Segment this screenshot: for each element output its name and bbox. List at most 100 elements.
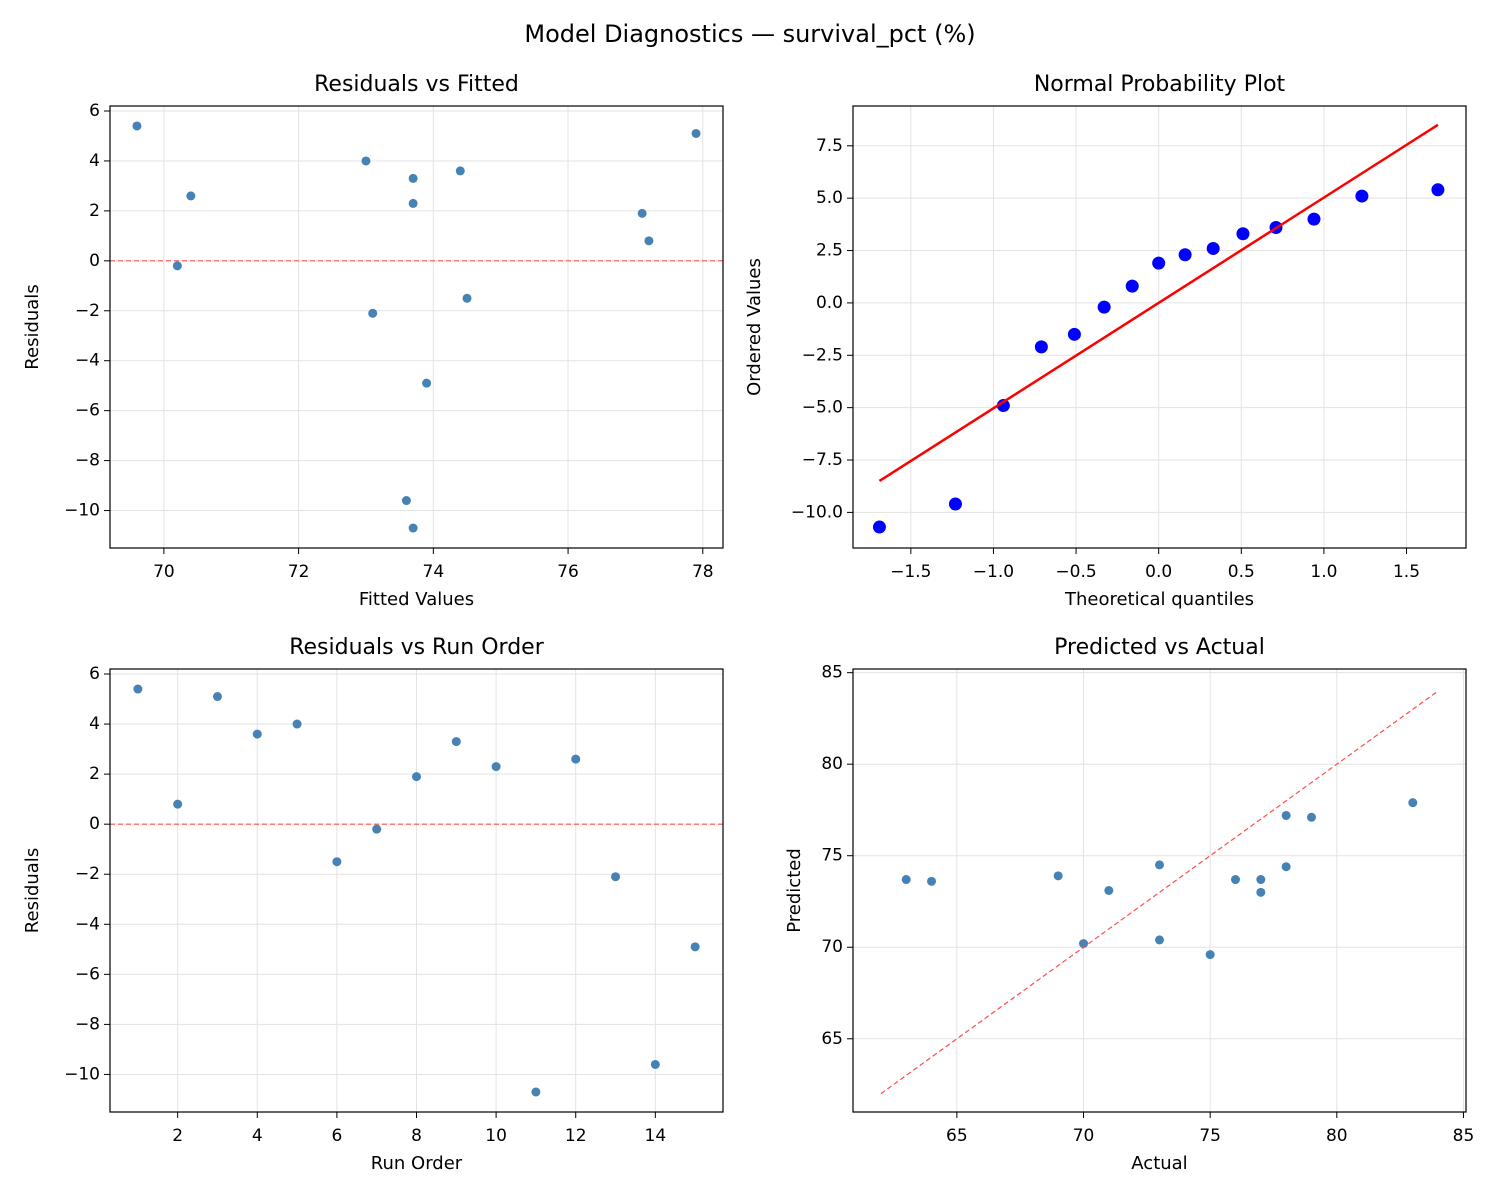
- x-tick-label: −1.0: [973, 562, 1014, 582]
- point: [1256, 875, 1266, 885]
- x-tick-label: 1.5: [1393, 562, 1420, 582]
- y-tick-label: 2: [89, 764, 100, 784]
- point: [571, 754, 581, 764]
- y-axis-label: Residuals: [22, 848, 43, 933]
- x-tick-label: 85: [1453, 1126, 1475, 1146]
- point: [1281, 810, 1291, 820]
- point: [1067, 327, 1081, 341]
- point: [1307, 212, 1321, 226]
- y-tick-label: −10: [64, 501, 100, 521]
- point: [422, 378, 432, 388]
- point: [292, 719, 302, 729]
- y-tick-label: −8: [75, 451, 100, 471]
- point: [451, 737, 461, 747]
- point: [372, 824, 382, 834]
- chart-title: Residuals vs Fitted: [314, 72, 519, 97]
- point: [412, 772, 421, 782]
- chart-title: Predicted vs Actual: [1054, 635, 1265, 660]
- point: [1034, 340, 1048, 354]
- x-tick-label: 0.5: [1228, 562, 1255, 582]
- point: [1355, 189, 1369, 203]
- point: [1155, 935, 1164, 945]
- point: [996, 399, 1010, 413]
- y-tick-label: 75: [821, 846, 843, 866]
- x-tick-label: 65: [946, 1126, 968, 1146]
- x-tick-label: −1.5: [890, 562, 931, 582]
- point: [1408, 798, 1418, 808]
- point: [455, 166, 465, 176]
- x-tick-label: 4: [252, 1126, 263, 1146]
- point: [690, 942, 700, 952]
- point: [1053, 871, 1063, 881]
- point: [927, 876, 937, 886]
- axes-frame: [852, 105, 1467, 549]
- point: [361, 156, 371, 166]
- point: [1152, 256, 1166, 270]
- x-tick-label: 80: [1326, 1126, 1348, 1146]
- x-tick-label: 72: [288, 562, 310, 582]
- point: [611, 872, 621, 882]
- y-tick-label: 2: [89, 201, 100, 221]
- x-tick-label: 76: [557, 562, 579, 582]
- point: [1256, 887, 1266, 897]
- x-axis-label: Fitted Values: [359, 589, 474, 610]
- x-tick-label: 75: [1199, 1126, 1221, 1146]
- reference-line: [880, 690, 1439, 1095]
- y-tick-label: 65: [821, 1029, 843, 1049]
- x-axis-label: Theoretical quantiles: [1064, 589, 1254, 610]
- point: [1230, 875, 1240, 885]
- y-tick-label: −2.5: [802, 345, 843, 365]
- point: [1236, 227, 1250, 241]
- point: [252, 729, 262, 739]
- y-tick-label: 7.5: [816, 136, 843, 156]
- y-tick-label: 4: [89, 151, 100, 171]
- point: [1431, 183, 1445, 197]
- point: [948, 497, 962, 511]
- point: [408, 173, 418, 183]
- point: [491, 762, 501, 772]
- y-tick-label: −6: [75, 964, 100, 984]
- point: [644, 236, 654, 246]
- point: [132, 121, 142, 131]
- y-axis-label: Ordered Values: [744, 258, 765, 396]
- x-tick-label: 70: [1073, 1126, 1095, 1146]
- axes-frame: [109, 668, 724, 1113]
- y-tick-label: −2: [75, 301, 100, 321]
- y-tick-label: −4: [75, 351, 100, 371]
- point: [401, 496, 411, 506]
- point: [637, 208, 647, 218]
- point: [173, 799, 183, 809]
- y-tick-label: 85: [821, 663, 843, 683]
- point: [1097, 300, 1111, 314]
- y-tick-label: −6: [75, 401, 100, 421]
- point: [408, 198, 418, 208]
- point: [1155, 860, 1164, 870]
- point: [332, 857, 342, 867]
- point: [531, 1087, 541, 1097]
- x-axis-label: Actual: [1131, 1153, 1187, 1174]
- y-tick-label: −7.5: [802, 450, 843, 470]
- point: [1205, 950, 1215, 960]
- x-tick-label: 12: [565, 1126, 587, 1146]
- point: [872, 520, 886, 534]
- point: [1206, 241, 1220, 255]
- x-tick-label: 1.0: [1310, 562, 1337, 582]
- point: [691, 128, 701, 138]
- point: [1281, 862, 1291, 872]
- y-tick-label: −10.0: [791, 502, 843, 522]
- y-tick-label: 70: [821, 937, 843, 957]
- x-tick-label: 78: [692, 562, 714, 582]
- point: [1178, 248, 1192, 262]
- y-tick-label: 5.0: [816, 188, 843, 208]
- axes-frame: [852, 668, 1467, 1113]
- x-tick-label: 74: [423, 562, 445, 582]
- point: [1104, 886, 1114, 895]
- figure-title: Model Diagnostics — survival_pct (%): [524, 20, 975, 48]
- x-tick-label: 70: [153, 562, 175, 582]
- y-tick-label: 0: [89, 251, 100, 271]
- x-tick-label: 14: [645, 1126, 667, 1146]
- point: [1306, 812, 1316, 822]
- axes-frame: [109, 105, 724, 549]
